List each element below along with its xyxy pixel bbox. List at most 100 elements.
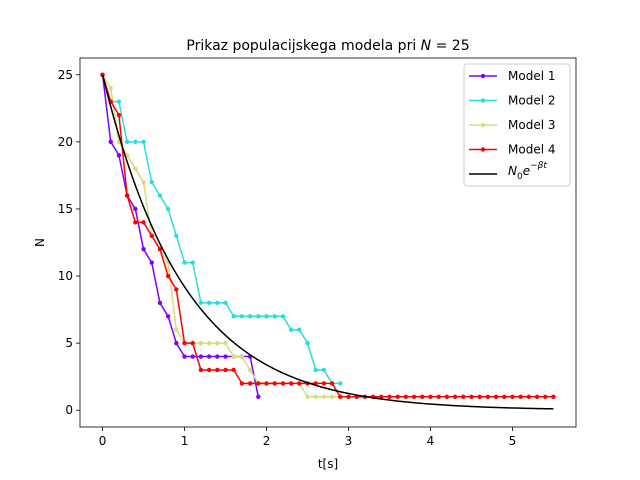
data-point (510, 394, 515, 400)
data-point (190, 260, 195, 265)
data-point (288, 327, 294, 332)
data-point (305, 340, 310, 346)
legend: Model 1 Model 2 Model 3 Model 4 N0e−βt (463, 63, 571, 187)
data-point (420, 394, 425, 400)
chart-title-prefix: Prikaz populacijskega modela pri (186, 38, 420, 54)
x-tick-label: 2 (263, 434, 271, 448)
data-point (379, 394, 384, 400)
data-point (133, 139, 138, 145)
data-point (297, 381, 302, 386)
data-point (338, 381, 343, 386)
series-line (101, 74, 341, 398)
data-point (215, 354, 220, 359)
data-point (116, 99, 122, 104)
data-point (149, 260, 154, 265)
y-tick-label: 25 (58, 68, 73, 82)
data-point (182, 260, 187, 265)
data-point (526, 394, 532, 400)
data-point (452, 394, 458, 400)
data-point (411, 394, 417, 400)
data-point (116, 153, 122, 158)
data-point (198, 354, 204, 359)
x-axis: 0 1 2 3 4 5 (99, 427, 517, 448)
x-tick-label: 4 (427, 434, 435, 448)
data-point (165, 206, 171, 212)
data-point (174, 340, 179, 346)
data-point (174, 287, 179, 292)
data-point (223, 300, 228, 306)
data-point (215, 367, 220, 373)
data-point (198, 340, 204, 346)
data-point (133, 206, 138, 212)
data-point (239, 354, 245, 359)
series-layer (100, 72, 556, 410)
data-point (272, 314, 277, 319)
data-point (198, 367, 204, 373)
data-point (247, 381, 253, 386)
data-point (395, 394, 400, 400)
data-point (543, 394, 548, 400)
data-point (256, 394, 261, 400)
data-point (272, 381, 277, 386)
data-point (108, 139, 113, 145)
series-5 (101, 74, 554, 410)
data-point (223, 340, 228, 346)
data-point (477, 394, 482, 400)
data-point (247, 367, 253, 373)
data-point (215, 300, 220, 306)
data-point (182, 354, 187, 359)
data-point (313, 394, 318, 400)
legend-marker (480, 73, 486, 79)
data-point (206, 300, 212, 306)
legend-marker (480, 122, 486, 128)
data-point (338, 394, 343, 400)
legend-item: Model 3 (469, 118, 555, 132)
data-point (157, 193, 163, 198)
data-point (141, 247, 146, 252)
plot-frame (79, 57, 577, 428)
data-point (485, 394, 491, 400)
data-point (329, 381, 335, 386)
data-point (428, 394, 433, 400)
data-point (190, 340, 195, 346)
series-line (101, 74, 554, 410)
data-point (206, 340, 212, 346)
data-point (124, 139, 130, 145)
data-point (502, 394, 507, 400)
data-point (469, 394, 474, 400)
data-point (223, 354, 228, 359)
data-point (231, 314, 236, 319)
data-point (190, 354, 195, 359)
data-point (206, 367, 212, 373)
x-tick-label: 0 (99, 434, 107, 448)
data-point (231, 367, 236, 373)
data-point (280, 314, 286, 319)
chart-title-suffix: = 25 (431, 38, 469, 54)
data-point (215, 340, 220, 346)
x-axis-label: t[s] (318, 457, 338, 471)
y-tick-label: 10 (58, 269, 73, 283)
legend-label: Model 2 (508, 94, 555, 108)
legend-marker (480, 147, 486, 152)
data-point (256, 314, 261, 319)
data-point (247, 314, 253, 319)
x-tick-label: 1 (181, 434, 189, 448)
data-point (141, 139, 146, 145)
data-point (149, 179, 154, 185)
data-point (493, 394, 499, 400)
legend-box (463, 63, 571, 187)
y-tick-label: 15 (58, 202, 73, 216)
x-tick-label: 5 (509, 434, 517, 448)
data-point (141, 179, 146, 185)
data-point (461, 394, 466, 400)
data-point (321, 367, 327, 373)
y-tick-label: 20 (58, 135, 73, 149)
data-point (223, 367, 228, 373)
data-point (198, 300, 204, 306)
data-point (297, 327, 302, 332)
legend-label: Model 1 (508, 69, 555, 83)
data-point (444, 394, 450, 400)
legend-label: Model 4 (508, 143, 555, 157)
data-point (174, 327, 179, 332)
data-point (133, 166, 138, 171)
